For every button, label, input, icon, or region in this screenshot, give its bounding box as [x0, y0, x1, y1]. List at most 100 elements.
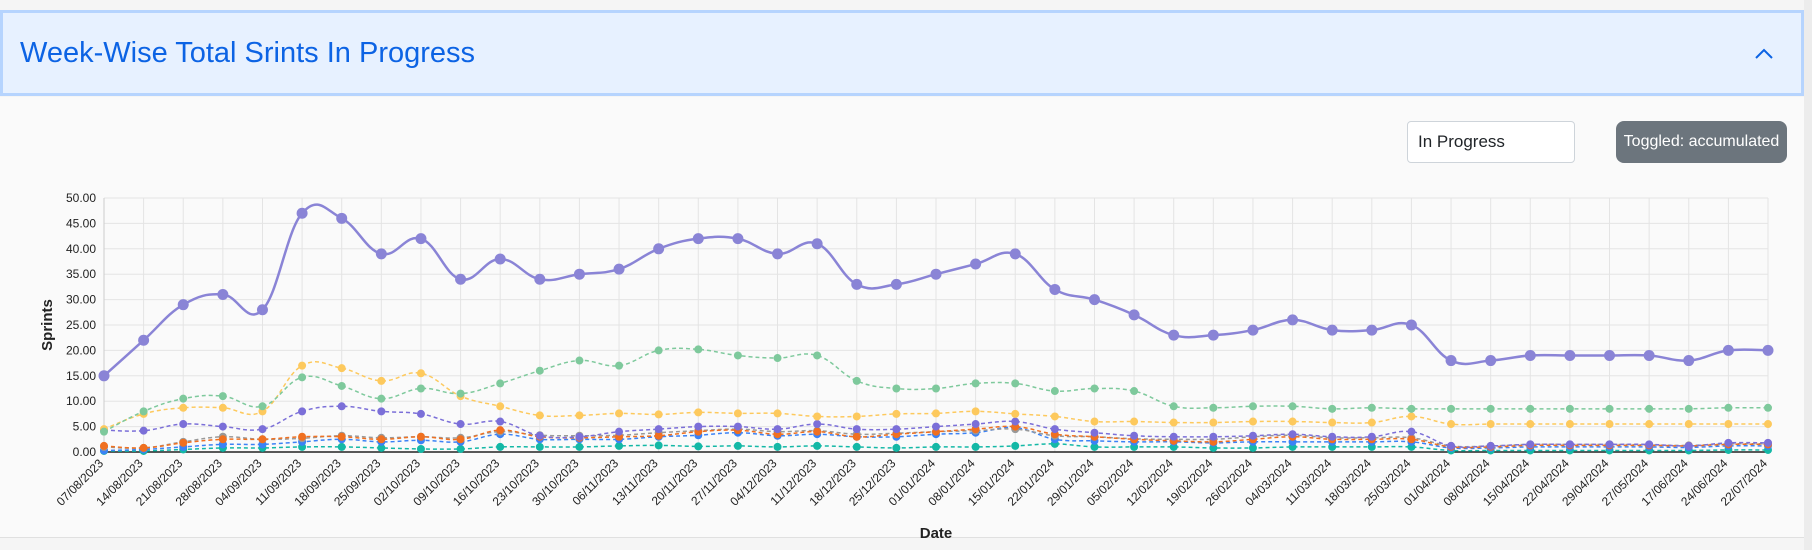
data-point [1764, 403, 1772, 412]
data-point [415, 233, 427, 245]
y-tick-label: 0.00 [73, 445, 97, 459]
data-point [535, 431, 544, 440]
data-point [139, 426, 148, 435]
y-tick-label: 20.00 [66, 343, 96, 357]
data-point [1209, 418, 1218, 427]
data-point [1485, 355, 1497, 367]
toggle-accumulated-button[interactable]: Toggled: accumulated [1616, 121, 1787, 163]
y-tick-label: 5.00 [73, 420, 97, 434]
data-point [534, 273, 546, 285]
data-point [733, 409, 742, 418]
data-point [1407, 435, 1416, 444]
data-point [1130, 417, 1139, 426]
data-point [1762, 344, 1774, 356]
data-point [1367, 432, 1376, 441]
data-point [654, 425, 663, 434]
x-axis-title: Date [920, 525, 953, 542]
data-point [1645, 404, 1654, 413]
data-point [416, 444, 425, 453]
data-point [694, 442, 703, 451]
data-point [337, 402, 346, 411]
data-point [575, 356, 584, 365]
data-point [615, 409, 624, 418]
data-point [772, 248, 784, 260]
y-tick-label: 25.00 [66, 318, 96, 332]
y-tick-label: 45.00 [66, 216, 96, 230]
data-point [1486, 441, 1495, 450]
data-point [1209, 403, 1218, 412]
data-point [1407, 427, 1416, 436]
data-point [851, 278, 863, 290]
data-point [575, 432, 584, 441]
data-point [970, 258, 982, 270]
data-point [1326, 324, 1338, 336]
data-point [139, 443, 148, 452]
data-point [1565, 440, 1574, 449]
scrollbar-track[interactable] [1804, 0, 1812, 550]
data-point [416, 369, 425, 378]
data-point [573, 268, 585, 280]
data-point [337, 442, 346, 451]
data-point [1328, 418, 1337, 427]
data-point [1288, 417, 1297, 426]
data-point [298, 373, 307, 382]
data-point [535, 442, 544, 451]
page-title: Week-Wise Total Srints In Progress [20, 37, 476, 69]
data-point [336, 212, 348, 224]
data-point [575, 411, 584, 420]
y-tick-label: 40.00 [66, 242, 96, 256]
chevron-up-icon[interactable] [1753, 43, 1775, 65]
data-point [416, 409, 425, 418]
data-point [732, 233, 744, 245]
data-point [218, 435, 227, 444]
data-point [296, 207, 308, 219]
data-point [455, 273, 467, 285]
data-point [813, 412, 822, 421]
data-point [1526, 420, 1535, 429]
accordion-header[interactable]: Week-Wise Total Srints In Progress [0, 10, 1804, 96]
data-point [218, 392, 227, 401]
status-filter-input[interactable] [1407, 121, 1575, 163]
data-point [258, 425, 267, 434]
data-point [1011, 379, 1020, 388]
data-point [930, 268, 942, 280]
data-point [733, 351, 742, 360]
data-point [218, 403, 227, 412]
data-point [1011, 417, 1020, 426]
data-point [1407, 404, 1416, 413]
data-point [179, 403, 188, 412]
data-point [1605, 440, 1614, 449]
data-point [1009, 248, 1021, 260]
data-point [375, 248, 387, 260]
data-point [496, 417, 505, 426]
data-point [1605, 420, 1614, 429]
data-point [377, 435, 386, 444]
data-point [337, 381, 346, 390]
data-point [615, 361, 624, 370]
data-point [852, 376, 861, 385]
data-point [654, 410, 663, 419]
y-tick-label: 35.00 [66, 267, 96, 281]
data-point [1367, 418, 1376, 427]
data-point [1526, 404, 1535, 413]
data-point [1248, 417, 1257, 426]
data-point [613, 263, 625, 275]
data-point [496, 379, 505, 388]
data-point [456, 420, 465, 429]
data-point [733, 441, 742, 450]
data-point [1565, 404, 1574, 413]
data-point [1169, 418, 1178, 427]
data-point [1684, 441, 1693, 450]
data-point [654, 441, 663, 450]
data-point [1447, 404, 1456, 413]
data-point [813, 420, 822, 429]
y-tick-label: 15.00 [66, 369, 96, 383]
data-point [1050, 425, 1059, 434]
data-point [298, 407, 307, 416]
data-point [813, 427, 822, 436]
data-point [138, 334, 150, 346]
data-point [1011, 409, 1020, 418]
data-point [852, 425, 861, 434]
data-point [773, 409, 782, 418]
